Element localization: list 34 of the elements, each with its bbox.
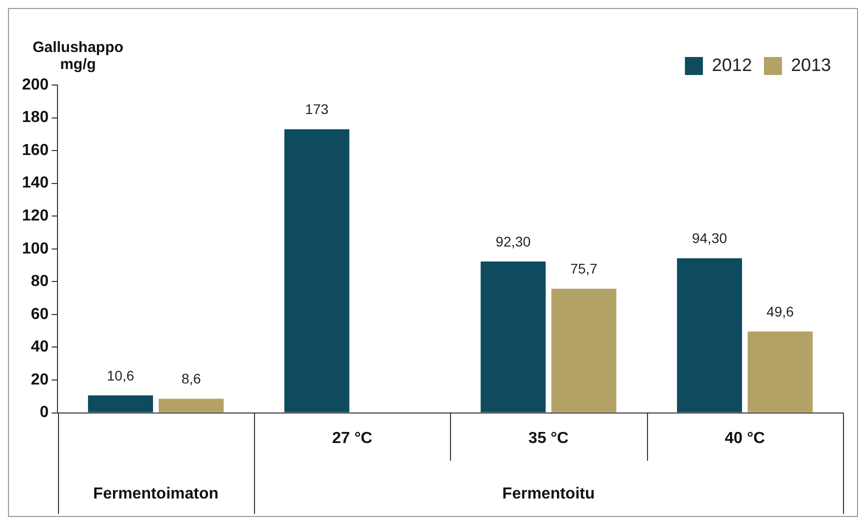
text: Fermentoitu [502, 485, 595, 502]
x-tick-label: 35 °C [528, 430, 570, 447]
data-label: 94,30 [692, 230, 728, 246]
bar [676, 258, 742, 412]
bar [480, 262, 546, 412]
x-tick-label: 40 °C [724, 430, 766, 447]
bar [284, 129, 350, 412]
y-tick-label: 200 [22, 76, 49, 94]
y-tick-label: 0 [40, 404, 49, 422]
y-tick-label: 40 [30, 338, 49, 356]
data-label: 173 [305, 101, 329, 118]
y-axis-title: Gallushappo mg/g [32, 39, 124, 73]
y-tick-label: 20 [30, 371, 49, 388]
text: Fermentoimaton [93, 485, 219, 502]
data-label: 49,6 [766, 303, 794, 320]
y-tick-label: 120 [22, 208, 49, 225]
y-tick-label: 160 [22, 142, 49, 159]
y-tick-label: 140 [22, 174, 49, 192]
y-tick-label: 80 [30, 273, 49, 290]
bar [551, 288, 616, 412]
y-tick-label: 180 [22, 109, 49, 126]
legend-label: 2013 [790, 54, 832, 75]
bar [158, 398, 224, 412]
data-label: 92,30 [496, 233, 531, 250]
legend-label: 2012 [712, 54, 752, 75]
data-label: 10,6 [106, 367, 134, 384]
data-label: 75,7 [570, 260, 598, 277]
y-tick-label: 100 [22, 240, 49, 258]
chart-frame: 2012 2013 27 °C 35 °C 40 °C 0 20 40 60 80 100 120 140 160 180 200 10,6 173 92,30 94,30 8,6 75,7 49,6 Fermentoimaton Fermentoitu Gallushappo mg/g [8, 8, 858, 517]
bar [88, 395, 154, 412]
x-tick-label: 27 °C [332, 430, 373, 447]
bar [748, 332, 813, 412]
data-label: 8,6 [181, 370, 202, 387]
y-tick-label: 60 [30, 306, 49, 323]
